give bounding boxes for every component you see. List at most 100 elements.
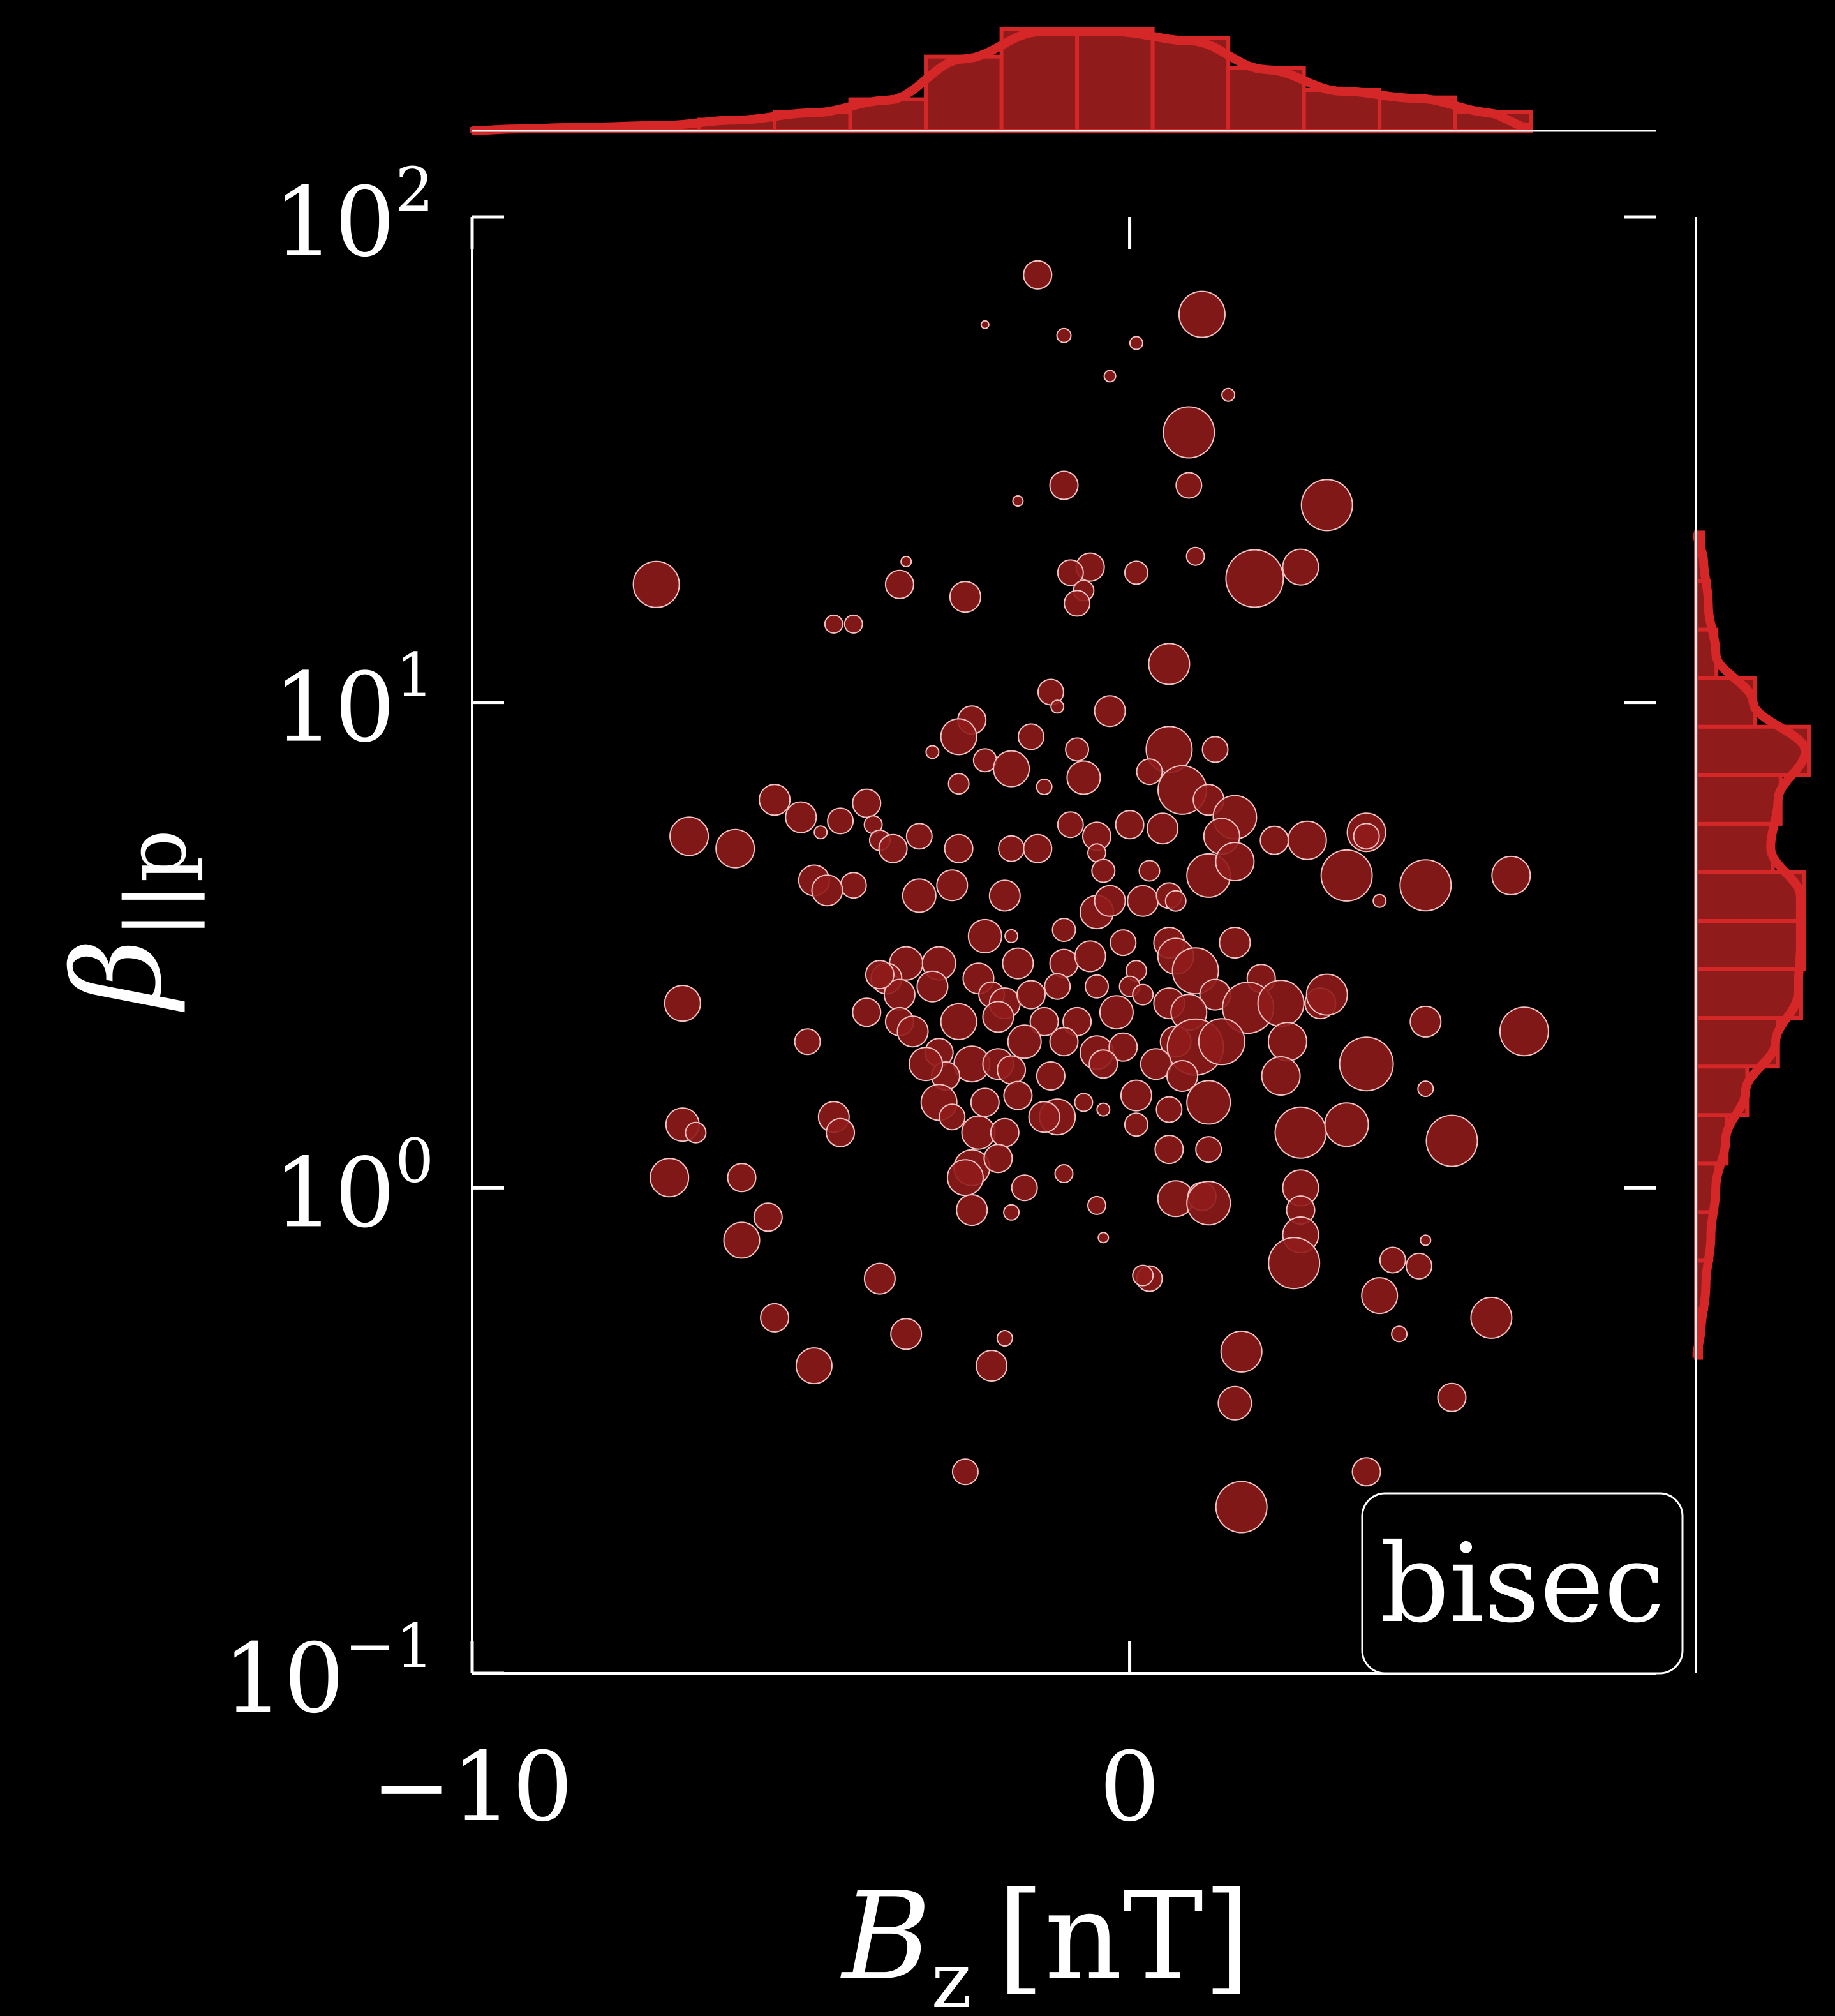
scatter-point [983, 1144, 1013, 1174]
scatter-point [685, 1121, 707, 1144]
scatter-point [1057, 559, 1084, 586]
legend: bisec [1361, 1492, 1684, 1675]
scatter-point [1036, 1061, 1066, 1091]
scatter-point [1029, 1006, 1059, 1036]
scatter-point [1057, 811, 1084, 839]
scatter-point [1399, 859, 1452, 912]
scatter-point [1163, 406, 1215, 459]
scatter-point [1004, 929, 1019, 943]
scatter-point [1140, 1048, 1172, 1080]
scatter-point [1099, 995, 1134, 1030]
scatter-point [900, 556, 912, 567]
scatter-point [1129, 336, 1143, 350]
axes: −10 0 102 101 100 10−1 [223, 155, 1656, 1843]
scatter-point [1064, 590, 1091, 617]
scatter-point [727, 1163, 757, 1193]
scatter-point [902, 878, 937, 913]
scatter-point [1087, 1195, 1106, 1215]
scatter-point [896, 1015, 929, 1048]
y-hist-bar [1694, 967, 1803, 1020]
scatter-point [1074, 940, 1106, 973]
scatter-point [1305, 973, 1348, 1016]
scatter-point [1257, 980, 1305, 1027]
scatter-point [1049, 470, 1079, 500]
scatter-point [982, 1001, 1014, 1033]
scatter-point [1097, 1232, 1110, 1244]
scatter-point [1115, 810, 1145, 840]
scatter-point [970, 1087, 1000, 1117]
scatter-point [1215, 842, 1255, 882]
y-density-curve [1692, 532, 1810, 1358]
scatter-point [1044, 973, 1071, 1000]
scatter-point [1096, 1102, 1111, 1117]
scatter-point [949, 581, 981, 613]
y-tick-label: 100 [274, 1126, 434, 1249]
scatter-point [1148, 643, 1191, 685]
scatter-point [1023, 260, 1053, 290]
scatter-point [1409, 1005, 1442, 1038]
scatter-point [843, 614, 863, 634]
scatter-point [1074, 1093, 1094, 1112]
scatter-point [1002, 947, 1034, 980]
scatter-point [1147, 812, 1179, 845]
scatter-point [1215, 1481, 1268, 1534]
scatter-point [760, 1303, 790, 1333]
scatter-point [940, 1003, 977, 1040]
scatter-point [1054, 1164, 1074, 1183]
scatter-point [1003, 1204, 1020, 1221]
y-tick-label: 10−1 [223, 1611, 434, 1735]
scatter-point [1049, 948, 1079, 978]
scatter-point [1028, 1101, 1060, 1133]
scatter-point [951, 1458, 979, 1486]
scatter-point [852, 997, 882, 1027]
scatter-point [1016, 980, 1046, 1010]
y-hist-bar [1694, 821, 1775, 874]
scatter-point [1282, 548, 1319, 586]
scatter-point [794, 1028, 821, 1056]
scatter-point [1011, 1174, 1038, 1202]
y-axis-label-subscript: ||p [108, 830, 205, 939]
scatter-point [1012, 495, 1024, 507]
scatter-point [865, 960, 895, 990]
scatter-point [1036, 779, 1053, 795]
scatter-point [1186, 1181, 1231, 1226]
scatter-point [813, 825, 828, 840]
scatter-point [1185, 546, 1205, 566]
scatter-point [1132, 983, 1154, 1006]
y-tick-label: 102 [274, 155, 434, 278]
scatter-point [878, 833, 908, 863]
scatter-point [998, 835, 1025, 862]
scatter-point [884, 569, 914, 599]
legend-label: bisec [1380, 1521, 1665, 1647]
scatter-point [1186, 1080, 1231, 1125]
scatter-point [1138, 860, 1161, 882]
scatter-point [997, 1055, 1027, 1085]
scatter-point [1132, 1264, 1154, 1287]
scatter-point [1091, 858, 1116, 883]
y-axis-label-symbol: β [47, 938, 188, 1012]
scatter-point [916, 970, 949, 1003]
x-axis-label-symbol: B [840, 1866, 932, 2007]
scatter-point [1195, 1136, 1222, 1163]
scatter-point [947, 773, 970, 795]
scatter-point [1056, 327, 1072, 343]
scatter-point [1320, 849, 1373, 902]
y-marginal-histogram [1692, 217, 1811, 1673]
scatter-point [1018, 723, 1044, 750]
scatter-point [1219, 927, 1251, 959]
scatter-point [1225, 549, 1284, 608]
scatter-point [1049, 1027, 1079, 1057]
scatter-point [1220, 1330, 1263, 1373]
scatter-points [632, 260, 1549, 1534]
scatter-point [1259, 825, 1289, 855]
scatter-point [944, 833, 974, 863]
legend-box [1361, 1492, 1684, 1675]
scatter-point [1351, 1457, 1381, 1487]
scatter-point [1124, 560, 1148, 585]
scatter-point [1420, 1234, 1432, 1246]
scatter-point [811, 874, 843, 907]
scatter-point [1491, 855, 1531, 895]
scatter-point [990, 1117, 1020, 1147]
x-axis-label-unit: [nT] [997, 1866, 1251, 2007]
scatter-point [956, 1194, 988, 1227]
